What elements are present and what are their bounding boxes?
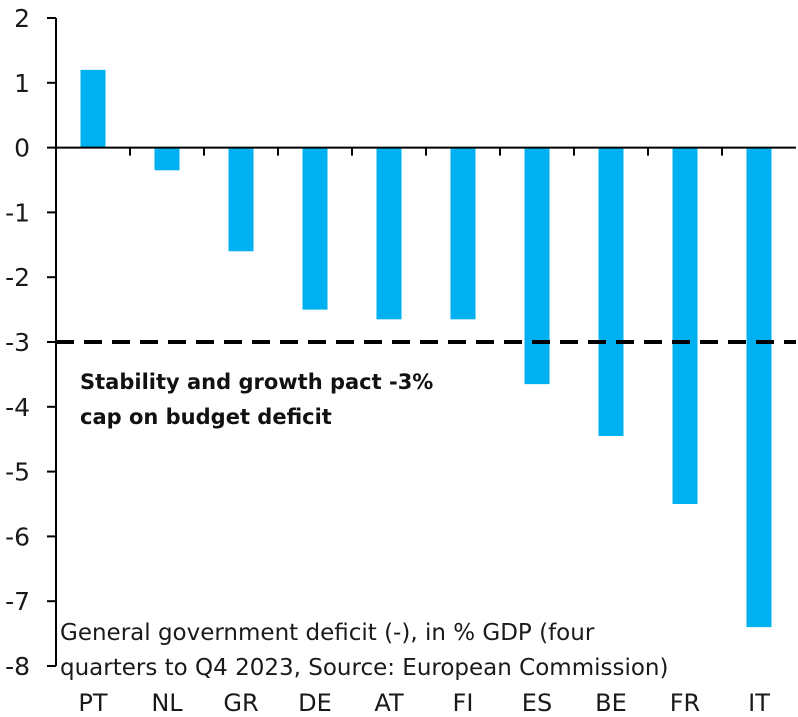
x-tick-label-gr: GR	[223, 689, 258, 717]
source-note-line-2: quarters to Q4 2023, Source: European Co…	[60, 655, 668, 681]
bar-it	[746, 147, 772, 628]
bar-fi	[450, 147, 476, 320]
y-tick-label: 0	[14, 134, 30, 163]
x-tick-label-pt: PT	[78, 689, 107, 717]
y-tick-label: 2	[14, 4, 30, 33]
x-tick-label-it: IT	[748, 689, 770, 717]
bars-group	[80, 69, 772, 628]
annotation-line-2: cap on budget deficit	[80, 405, 332, 429]
y-tick-label: -2	[5, 263, 30, 292]
y-tick-label: -6	[5, 522, 30, 551]
bar-de	[302, 147, 328, 310]
source-note-line-1: General government deficit (-), in % GDP…	[60, 620, 595, 646]
bar-pt	[80, 69, 106, 148]
y-ticks: 2 1 0 -1 -2 -3 -4 -5 -6 -7 -8	[5, 4, 56, 681]
y-tick-label: -7	[5, 587, 30, 616]
bar-es	[524, 147, 550, 385]
bar-at	[376, 147, 402, 320]
x-tick-label-fr: FR	[670, 689, 700, 717]
category-labels: PT NL GR DE AT FI ES BE FR IT	[78, 689, 770, 717]
y-tick-label: -5	[5, 458, 30, 487]
annotation-line-1: Stability and growth pact -3%	[80, 370, 433, 394]
y-tick-label: -3	[5, 328, 30, 357]
y-tick-label: -8	[5, 652, 30, 681]
x-ticks	[129, 147, 723, 156]
bar-gr	[228, 147, 254, 252]
bar-be	[598, 147, 624, 436]
y-tick-label: -1	[5, 198, 30, 227]
bar-fr	[672, 147, 698, 504]
x-tick-label-es: ES	[522, 689, 552, 717]
x-tick-label-fi: FI	[453, 689, 474, 717]
x-tick-label-at: AT	[374, 689, 404, 717]
bar-nl	[154, 147, 180, 171]
y-tick-label: -4	[5, 393, 30, 422]
x-tick-label-de: DE	[298, 689, 332, 717]
x-tick-label-nl: NL	[151, 689, 183, 717]
x-tick-label-be: BE	[595, 689, 627, 717]
y-tick-label: 1	[14, 69, 30, 98]
